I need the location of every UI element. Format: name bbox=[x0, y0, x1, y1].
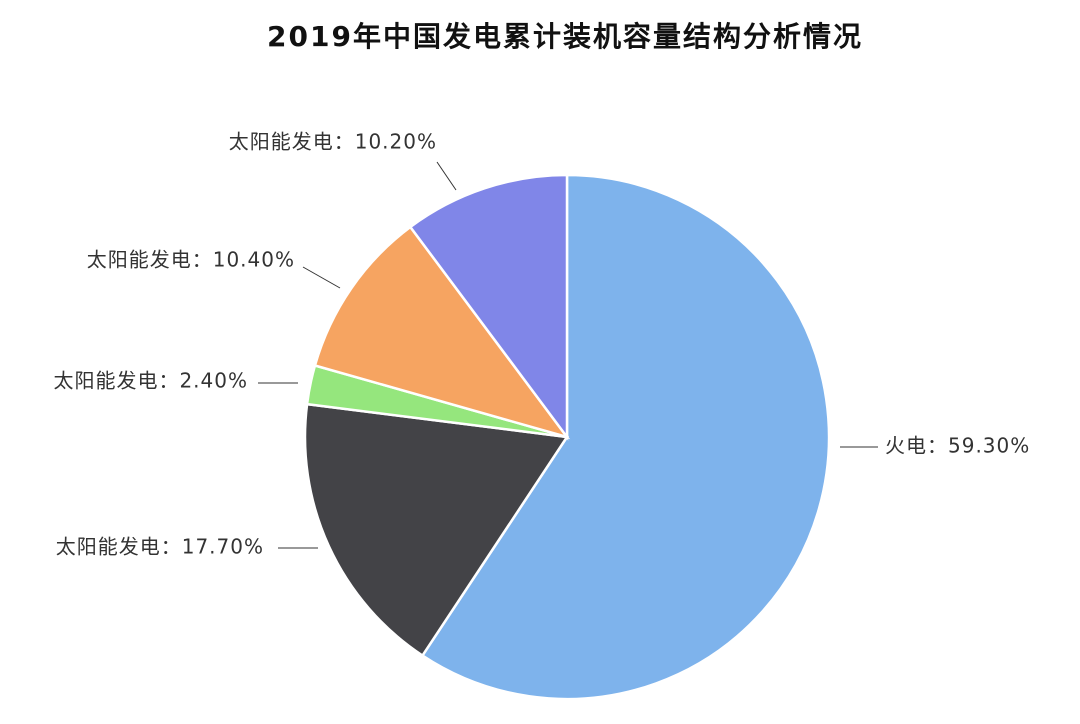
slice-label: 太阳能发电：2.40% bbox=[53, 369, 248, 393]
leader-line bbox=[302, 266, 341, 289]
slice-label: 火电：59.30% bbox=[885, 434, 1030, 458]
slice-label: 太阳能发电：10.40% bbox=[87, 248, 295, 272]
slice-label: 太阳能发电：17.70% bbox=[56, 535, 264, 559]
pie-slice bbox=[420, 173, 831, 701]
pie-slice bbox=[408, 173, 569, 441]
leader-line bbox=[436, 161, 457, 191]
slice-label: 太阳能发电：10.20% bbox=[229, 130, 437, 154]
chart-title: 2019年中国发电累计装机容量结构分析情况 bbox=[267, 20, 863, 53]
pie-slice bbox=[303, 402, 570, 658]
pie-slice bbox=[313, 225, 571, 440]
